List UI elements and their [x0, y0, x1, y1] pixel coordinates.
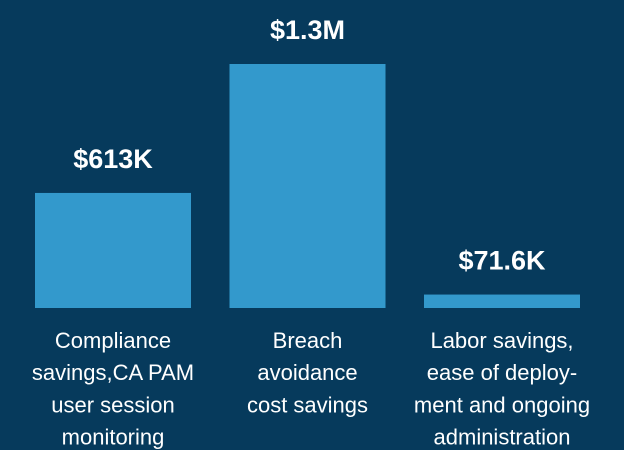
category-label: ease of deploy- [427, 360, 577, 385]
category-label: administration [434, 425, 571, 450]
category-label: avoidance [257, 360, 357, 385]
value-label: $1.3M [270, 15, 345, 45]
value-label: $613K [73, 144, 153, 174]
bar [424, 294, 580, 308]
bar [229, 64, 386, 308]
category-label: Breach [273, 328, 343, 353]
category-label: ment and ongoing [414, 392, 590, 417]
category-label: cost savings [247, 392, 368, 417]
category-label: savings,CA PAM [32, 360, 194, 385]
category-label: monitoring [62, 425, 165, 450]
value-label: $71.6K [458, 246, 546, 276]
category-label: Compliance [55, 328, 171, 353]
bar [35, 192, 191, 308]
category-label: user session [51, 392, 175, 417]
category-label: Labor savings, [430, 328, 573, 353]
